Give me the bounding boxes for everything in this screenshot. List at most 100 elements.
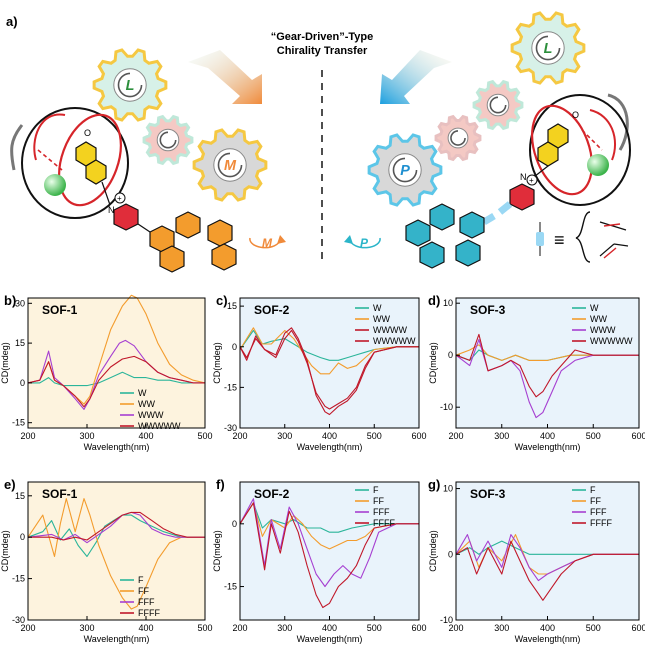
gear-m: M [192, 128, 268, 202]
legend-entry: WWWWW [138, 421, 181, 431]
gear-label: L [126, 78, 135, 94]
legend-entry: WWWWW [373, 336, 416, 346]
series-line-W [239, 329, 419, 361]
series-line-FF [27, 498, 205, 610]
gear-small-right-b [434, 114, 482, 162]
x-axis-label: Wavelength(nm) [515, 634, 581, 644]
schematic-title-line1: “Gear-Driven”-Type [271, 31, 374, 43]
x-tick-label: 400 [138, 623, 153, 633]
y-tick-label: 0 [448, 549, 453, 559]
series-line-WWW [455, 339, 639, 419]
x-tick-label: 300 [494, 431, 509, 441]
transfer-arrow-right [380, 50, 452, 104]
x-axis-label: Wavelength(nm) [515, 442, 581, 452]
schematic-panel: a) “Gear-Driven”-Type Chirality Transfer… [6, 11, 631, 273]
host-macrocycle-left: O N + [10, 107, 237, 273]
plot-background [456, 298, 639, 428]
plot-background [240, 298, 419, 428]
legend-entry: F [373, 485, 379, 495]
cd-spectra-panels: b) SOF-1 200 300 400 500 30 15 0 -15 Wavelength(nm… [0, 293, 645, 644]
chart-title: SOF-2 [254, 487, 290, 501]
rotation-label-p: P [360, 236, 369, 250]
y-tick-label: 15 [227, 301, 237, 311]
y-tick-label: -15 [12, 418, 25, 428]
x-axis-label: Wavelength(nm) [84, 634, 150, 644]
series-line-FFFF [28, 511, 205, 541]
guest-ball-left [44, 174, 66, 196]
pyridinium-n-right: N [520, 172, 527, 182]
series-line-WWWWW [455, 333, 639, 398]
y-tick-label: 0 [20, 378, 25, 388]
x-tick-label: 500 [586, 623, 601, 633]
x-tick-label: 300 [79, 623, 94, 633]
panel-label: b) [4, 293, 16, 308]
legend-entry: F [590, 485, 596, 495]
series-line-FFFF [455, 540, 639, 601]
legend-entry: WW [590, 314, 607, 324]
y-tick-label: -10 [440, 402, 453, 412]
x-tick-label: 200 [448, 623, 463, 633]
x-tick-label: 300 [277, 431, 292, 441]
x-tick-label: 600 [411, 431, 426, 441]
gear-l-left: L [92, 48, 168, 122]
y-axis-label: CD(mdeg) [212, 530, 222, 572]
plot-frame [27, 481, 206, 621]
chart-title: SOF-3 [470, 487, 506, 501]
pyridinium-charge-right: + [529, 176, 534, 185]
y-tick-label: 0 [20, 532, 25, 542]
legend-entry: WWWWW [590, 336, 633, 346]
legend-entry: FFF [373, 507, 390, 517]
y-axis-label: CD(mdeg) [212, 342, 222, 384]
plot-background [240, 482, 419, 620]
x-tick-label: 200 [232, 431, 247, 441]
x-tick-label: 600 [631, 431, 645, 441]
rotation-label-m: M [262, 236, 273, 250]
gear-small-left [142, 114, 194, 166]
panel-label: f) [216, 477, 225, 492]
gear-p: P [367, 133, 443, 207]
series-line-WWWWW [239, 329, 419, 410]
pyridinium-n-left: N [108, 205, 115, 215]
series-line-W [28, 371, 205, 387]
pyridinium-left [113, 203, 139, 231]
series-line-F [27, 514, 205, 558]
x-tick-label: 300 [79, 431, 94, 441]
x-axis-label: Wavelength(nm) [84, 442, 150, 452]
x-axis-label: Wavelength(nm) [297, 442, 363, 452]
legend-entry: WWW [590, 325, 616, 335]
y-tick-label: -10 [440, 615, 453, 625]
gear-label: P [400, 163, 410, 179]
legend-entry: WW [373, 314, 390, 324]
cd-chart-3: d) SOF-3 200 300 400 500 600 10 0 -10 Wavelength(n… [428, 293, 645, 452]
y-tick-label: -30 [224, 423, 237, 433]
host-macrocycle-right: O N + ≡ [405, 93, 631, 269]
guest-ball-right [587, 154, 609, 176]
x-axis-label: Wavelength(nm) [297, 634, 363, 644]
x-tick-label: 500 [586, 431, 601, 441]
x-tick-label: 500 [367, 431, 382, 441]
legend-entry: FFFF [590, 518, 612, 528]
y-tick-label: 10 [443, 484, 453, 494]
legend-entry: FF [590, 496, 601, 506]
x-tick-label: 200 [232, 623, 247, 633]
legend-entry: FFF [138, 597, 155, 607]
legend-entry: WW [138, 399, 155, 409]
pyridinium-charge-left: + [117, 194, 122, 203]
panel-label: d) [428, 293, 440, 308]
y-tick-label: 0 [232, 342, 237, 352]
y-tick-label: -30 [12, 615, 25, 625]
rotation-arrow-p: P [344, 235, 381, 250]
cd-chart-1: b) SOF-1 200 300 400 500 30 15 0 -15 Wavelength(nm… [0, 293, 213, 452]
chart-title: SOF-1 [42, 303, 78, 317]
cd-chart-5: f) SOF-2 200 300 400 500 600 0 -15 Wavelength(nm)… [212, 477, 427, 644]
cd-chart-4: e) SOF-1 200 300 400 500 15 0 -15 -30 Wavelength(n… [0, 477, 213, 644]
legend-entry: FFFF [373, 518, 395, 528]
gear-label: L [544, 41, 553, 57]
x-tick-label: 600 [631, 623, 645, 633]
legend-entry: FFF [590, 507, 607, 517]
carbonyl-oxygen-left: O [84, 128, 91, 138]
legend-entry: F [138, 575, 144, 585]
